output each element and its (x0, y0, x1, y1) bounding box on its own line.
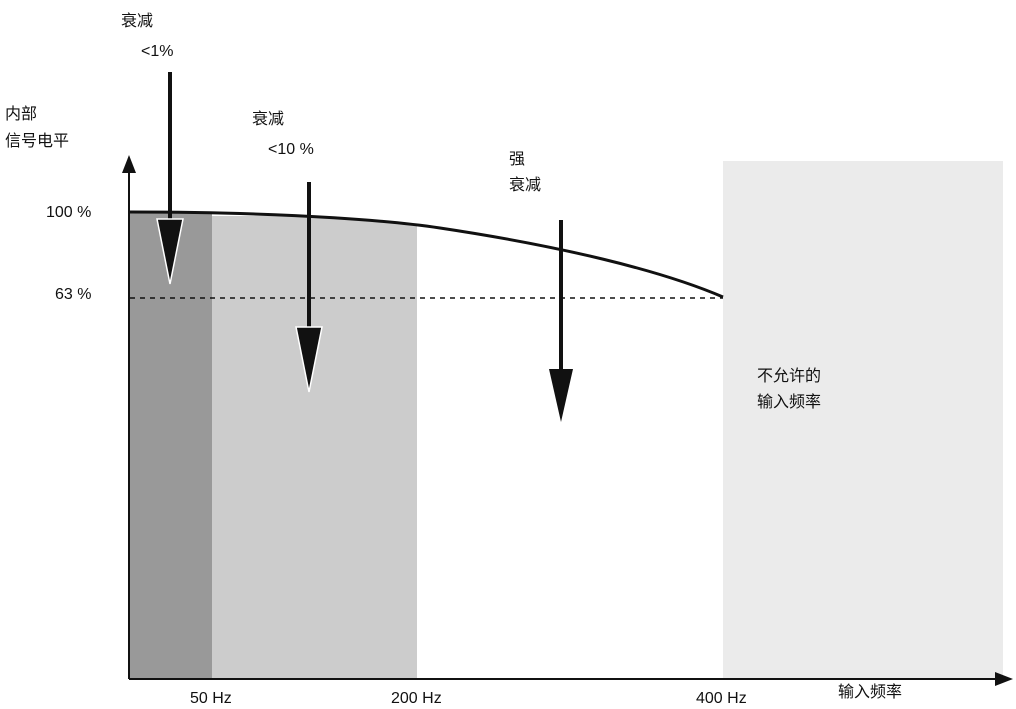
band-top-cover (130, 150, 723, 297)
x-tick-200: 200 Hz (391, 690, 442, 707)
strong-atten-label-line1: 强 (509, 149, 526, 168)
forbidden-label-line2: 输入频率 (757, 392, 822, 411)
atten-10-label-line1: 衰减 (252, 109, 285, 128)
atten-1-label-line2: <1% (141, 43, 174, 60)
band-50-to-200hz (212, 216, 417, 679)
x-axis-title: 输入频率 (838, 682, 903, 701)
y-axis-arrow-icon (122, 155, 136, 173)
y-tick-63: 63 % (55, 286, 92, 303)
arrow-strong-head-icon (549, 369, 573, 422)
y-axis-title-line1: 内部 (5, 104, 38, 123)
atten-10-label-line2: <10 % (268, 141, 314, 158)
forbidden-region-top (723, 161, 1003, 301)
x-tick-50: 50 Hz (190, 690, 232, 707)
signal-level-curve (129, 210, 724, 299)
y-axis-title-line2: 信号电平 (5, 131, 70, 150)
band-under-50hz (130, 212, 212, 679)
x-axis-arrow-icon (995, 672, 1013, 686)
arrow-atten-10-head-icon (295, 326, 323, 393)
x-tick-400: 400 Hz (696, 690, 747, 707)
arrow-atten-1-head-icon (156, 218, 184, 285)
y-tick-100: 100 % (46, 204, 92, 221)
strong-atten-label-line2: 衰减 (509, 175, 542, 194)
atten-1-label-line1: 衰减 (121, 11, 154, 30)
forbidden-label-line1: 不允许的 (757, 366, 822, 385)
